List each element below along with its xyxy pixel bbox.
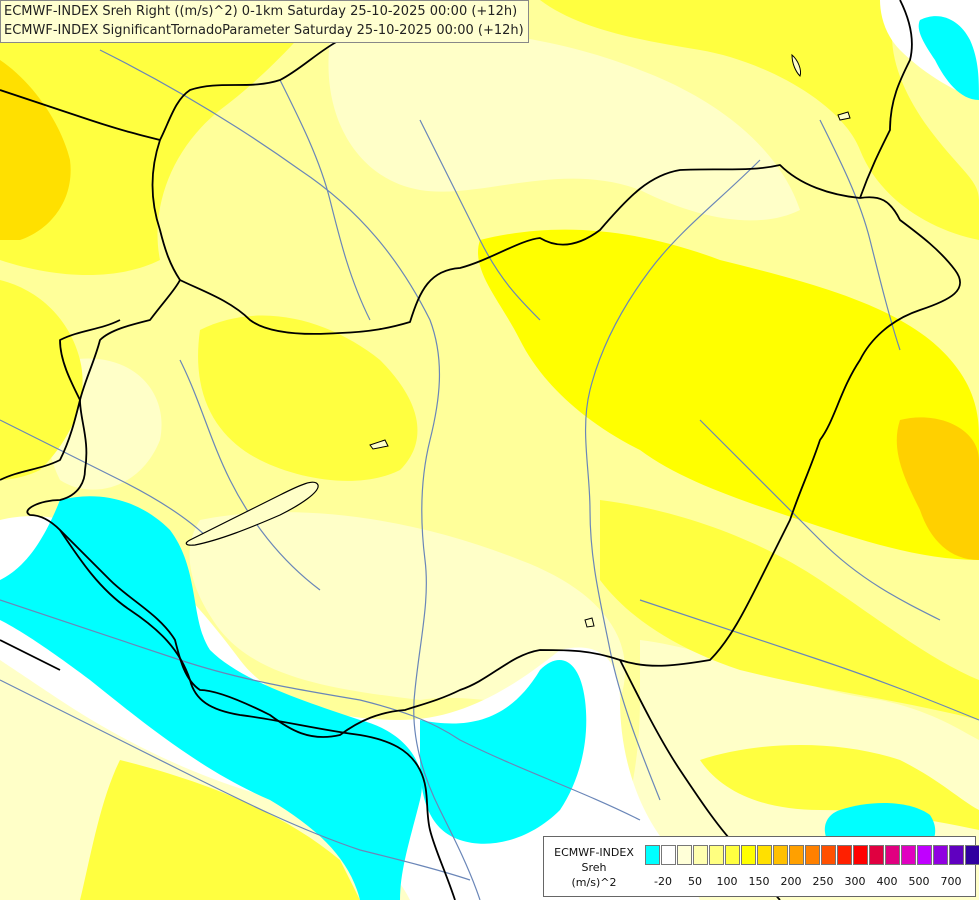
lake-balaton bbox=[185, 481, 319, 546]
legend-swatch bbox=[917, 845, 932, 865]
border-south-croatia bbox=[0, 639, 61, 671]
river-northeast bbox=[819, 119, 901, 351]
cyan-area-south-center bbox=[420, 660, 587, 844]
yellow-area-south bbox=[80, 760, 360, 900]
legend-title-source: ECMWF-INDEX bbox=[554, 846, 634, 859]
legend-swatches bbox=[645, 845, 979, 865]
legend-tick-label: 250 bbox=[812, 875, 834, 888]
legend-swatch bbox=[949, 845, 964, 865]
gold-area-northwest bbox=[0, 60, 71, 240]
legend-tick-label: 500 bbox=[908, 875, 930, 888]
yellow-area-east bbox=[478, 229, 979, 560]
river-east-2 bbox=[639, 599, 979, 721]
legend-swatch bbox=[869, 845, 884, 865]
legend-tick-label: 400 bbox=[876, 875, 898, 888]
lake-small-1 bbox=[369, 439, 389, 450]
river-east-1 bbox=[699, 419, 941, 621]
legend-tick-label: -20 bbox=[654, 875, 672, 888]
river-drava bbox=[0, 599, 641, 821]
legend-swatch bbox=[901, 845, 916, 865]
legend-tick-label: 150 bbox=[748, 875, 770, 888]
header-line-stp: ECMWF-INDEX SignificantTornadoParameter … bbox=[4, 23, 524, 38]
border-croatia-slovenia bbox=[59, 529, 456, 900]
legend-swatch bbox=[757, 845, 772, 865]
river-north-2 bbox=[419, 119, 541, 321]
legend-swatch bbox=[821, 845, 836, 865]
river-raba bbox=[179, 359, 321, 591]
cyan-patch-northeast bbox=[918, 16, 979, 101]
map-header: ECMWF-INDEX Sreh Right ((m/s)^2) 0-1km S… bbox=[0, 0, 529, 43]
legend-swatch bbox=[709, 845, 724, 865]
orange-area-east bbox=[896, 417, 979, 560]
legend-swatch bbox=[677, 845, 692, 865]
legend-swatch bbox=[965, 845, 979, 865]
lake-small-3 bbox=[837, 111, 851, 121]
legend-swatch bbox=[805, 845, 820, 865]
border-north-2 bbox=[151, 139, 181, 281]
border-west-austria bbox=[0, 319, 121, 481]
legend-tick-label: 700 bbox=[940, 875, 962, 888]
legend-swatch bbox=[693, 845, 708, 865]
legend-tick-label: 100 bbox=[716, 875, 738, 888]
border-northeast bbox=[859, 0, 913, 199]
legend-swatch bbox=[933, 845, 948, 865]
legend-ticks: -20 50 100 150 200 250 300 400 500 700 bbox=[645, 875, 975, 889]
legend-title: ECMWF-INDEX Sreh (m/s)^2 bbox=[544, 845, 644, 890]
river-north-1 bbox=[279, 79, 371, 321]
color-legend: ECMWF-INDEX Sreh (m/s)^2 -20 50 100 150 200 2… bbox=[543, 836, 979, 897]
legend-swatch bbox=[885, 845, 900, 865]
legend-tick-label: 300 bbox=[844, 875, 866, 888]
yellow-area-center bbox=[198, 315, 418, 481]
yellow-area-southeast bbox=[600, 500, 979, 720]
river-danube bbox=[99, 49, 481, 900]
rivers bbox=[0, 49, 979, 900]
lake-small-2 bbox=[791, 53, 801, 77]
river-west bbox=[0, 419, 211, 541]
border-hungary bbox=[26, 164, 961, 738]
legend-swatch bbox=[773, 845, 788, 865]
legend-swatch bbox=[789, 845, 804, 865]
legend-swatch bbox=[645, 845, 660, 865]
legend-swatch bbox=[661, 845, 676, 865]
yellow-area-northeast bbox=[540, 0, 979, 240]
cyan-area-west bbox=[0, 496, 422, 900]
river-tisza bbox=[584, 159, 761, 801]
legend-tick-label: 200 bbox=[780, 875, 802, 888]
lake-small-4 bbox=[584, 617, 595, 628]
legend-swatch bbox=[741, 845, 756, 865]
legend-title-unit: (m/s)^2 bbox=[571, 876, 617, 889]
header-line-sreh: ECMWF-INDEX Sreh Right ((m/s)^2) 0-1km S… bbox=[4, 4, 518, 19]
legend-swatch bbox=[837, 845, 852, 865]
legend-tick-label: 50 bbox=[688, 875, 702, 888]
legend-swatch bbox=[853, 845, 868, 865]
river-sava bbox=[0, 679, 471, 881]
legend-swatch bbox=[725, 845, 740, 865]
yellow-area-northwest bbox=[0, 0, 330, 275]
legend-title-variable: Sreh bbox=[581, 861, 607, 874]
